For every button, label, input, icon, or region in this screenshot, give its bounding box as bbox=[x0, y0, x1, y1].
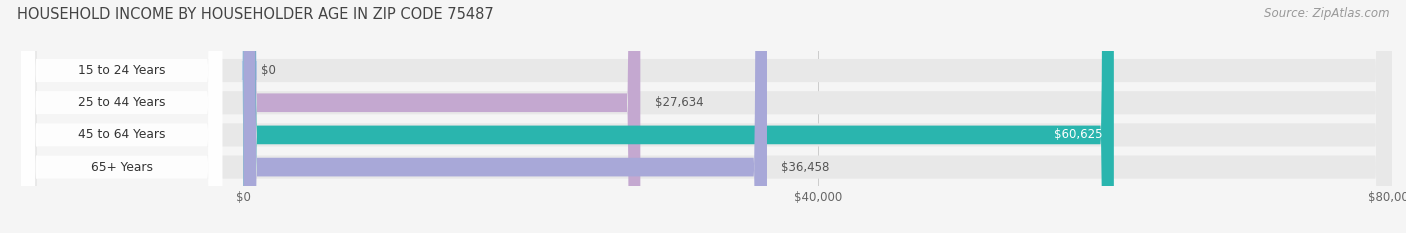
FancyBboxPatch shape bbox=[243, 0, 768, 233]
FancyBboxPatch shape bbox=[21, 0, 222, 233]
Text: $60,625: $60,625 bbox=[1054, 128, 1102, 141]
FancyBboxPatch shape bbox=[243, 0, 1114, 233]
Text: 25 to 44 Years: 25 to 44 Years bbox=[77, 96, 166, 109]
Text: 45 to 64 Years: 45 to 64 Years bbox=[77, 128, 166, 141]
FancyBboxPatch shape bbox=[242, 0, 257, 233]
FancyBboxPatch shape bbox=[21, 0, 1392, 233]
Text: Source: ZipAtlas.com: Source: ZipAtlas.com bbox=[1264, 7, 1389, 20]
FancyBboxPatch shape bbox=[21, 0, 1392, 233]
Text: 15 to 24 Years: 15 to 24 Years bbox=[77, 64, 166, 77]
FancyBboxPatch shape bbox=[21, 0, 1392, 233]
FancyBboxPatch shape bbox=[21, 0, 222, 233]
FancyBboxPatch shape bbox=[21, 0, 1392, 233]
Text: 65+ Years: 65+ Years bbox=[91, 161, 153, 174]
Text: $0: $0 bbox=[262, 64, 276, 77]
Text: HOUSEHOLD INCOME BY HOUSEHOLDER AGE IN ZIP CODE 75487: HOUSEHOLD INCOME BY HOUSEHOLDER AGE IN Z… bbox=[17, 7, 494, 22]
Text: $27,634: $27,634 bbox=[655, 96, 703, 109]
FancyBboxPatch shape bbox=[21, 0, 222, 233]
Text: $36,458: $36,458 bbox=[782, 161, 830, 174]
FancyBboxPatch shape bbox=[243, 0, 640, 233]
FancyBboxPatch shape bbox=[21, 0, 222, 233]
